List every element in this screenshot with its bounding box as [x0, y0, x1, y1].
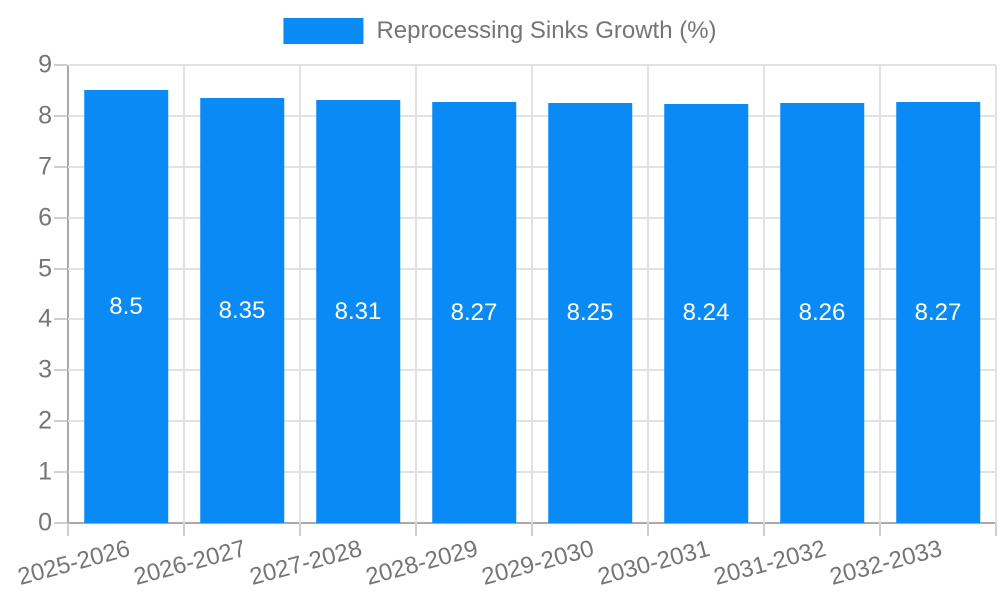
y-tick-label: 2 [38, 406, 52, 435]
bar-value-label: 8.27 [450, 298, 498, 326]
v-gridline [995, 65, 997, 523]
v-gridline [879, 65, 881, 523]
y-tick [54, 64, 67, 66]
y-tick [54, 165, 67, 168]
y-tick [54, 267, 67, 270]
y-tick [54, 318, 67, 321]
bar-category: 8.5 [68, 65, 184, 523]
bar[interactable]: 8.35 [200, 98, 284, 523]
bar-category: 8.27 [880, 65, 996, 523]
bar[interactable]: 8.26 [780, 102, 864, 523]
x-tick [879, 523, 881, 536]
bar-category: 8.24 [648, 65, 764, 523]
bar-value-label: 8.26 [798, 298, 846, 326]
x-tick-label: 2032-2033 [827, 535, 945, 591]
y-tick [54, 471, 67, 474]
x-tick [67, 523, 69, 536]
y-tick-label: 9 [38, 50, 52, 79]
chart-legend[interactable]: Reprocessing Sinks Growth (%) [283, 17, 717, 45]
bar-value-label: 8.31 [334, 297, 382, 325]
y-tick [54, 216, 67, 219]
bar[interactable]: 8.31 [316, 100, 400, 523]
y-tick [54, 522, 67, 524]
v-gridline [531, 65, 533, 523]
plot-area: 0 1 2 3 4 5 6 7 8 9 8.5 2025-2026 8.35 2026-2027 8.31 2… [15, 52, 997, 591]
v-gridline [415, 65, 417, 523]
x-tick-label: 2028-2029 [363, 535, 481, 591]
legend-label: Reprocessing Sinks Growth (%) [376, 17, 717, 44]
x-tick [763, 523, 765, 536]
bar[interactable]: 8.24 [664, 103, 748, 523]
bar-value-label: 8.27 [914, 298, 962, 326]
x-tick [415, 523, 417, 536]
y-tick-label: 6 [38, 203, 52, 232]
bar[interactable]: 8.27 [896, 102, 980, 523]
y-tick-label: 1 [38, 457, 52, 486]
x-tick-label: 2031-2032 [711, 535, 829, 591]
v-gridline [647, 65, 649, 523]
bar-value-label: 8.24 [682, 299, 730, 327]
y-tick [54, 369, 67, 372]
x-tick [183, 523, 185, 536]
bar-value-label: 8.25 [566, 299, 614, 327]
y-tick-label: 4 [38, 304, 52, 333]
y-tick-label: 7 [38, 152, 52, 181]
y-tick-label: 0 [38, 508, 52, 537]
x-tick-label: 2026-2027 [131, 535, 249, 591]
bar-value-label: 8.35 [218, 296, 266, 324]
bar-category: 8.31 [300, 65, 416, 523]
y-tick [54, 114, 67, 117]
bar[interactable]: 8.5 [84, 90, 168, 523]
y-tick-label: 8 [38, 101, 52, 130]
y-axis-line [67, 65, 69, 524]
bar[interactable]: 8.25 [548, 103, 632, 523]
x-tick [995, 523, 997, 536]
bar-value-label: 8.5 [109, 292, 143, 320]
x-tick-label: 2030-2031 [595, 535, 713, 591]
y-tick-label: 3 [38, 355, 52, 384]
v-gridline [299, 65, 301, 523]
v-gridline [183, 65, 185, 523]
bar-category: 8.25 [532, 65, 648, 523]
x-tick [531, 523, 533, 536]
bar-category: 8.35 [184, 65, 300, 523]
x-tick-label: 2025-2026 [15, 535, 133, 591]
legend-swatch [283, 18, 364, 44]
y-tick [54, 420, 67, 423]
bar[interactable]: 8.27 [432, 102, 516, 523]
y-tick-label: 5 [38, 254, 52, 283]
v-gridline [763, 65, 765, 523]
bar-category: 8.26 [764, 65, 880, 523]
x-tick [647, 523, 649, 536]
x-tick-label: 2029-2030 [479, 535, 597, 591]
x-tick-label: 2027-2028 [247, 535, 365, 591]
bar-category: 8.27 [416, 65, 532, 523]
x-tick [299, 523, 301, 536]
